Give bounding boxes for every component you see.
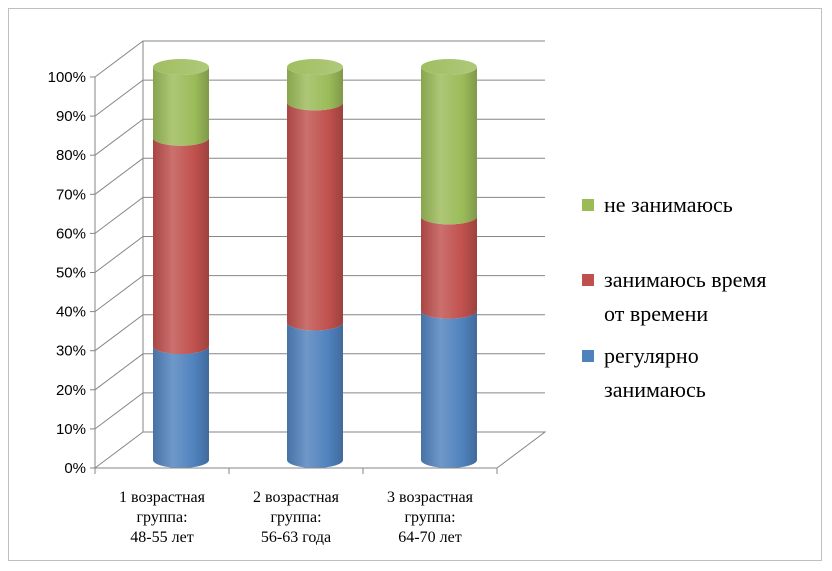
y-axis: 0% 10% 20% 30% 40% 50% 60% 70% 80% 90% 100% [48, 69, 96, 477]
y-tick-label: 0% [64, 460, 86, 477]
gridline [94, 40, 545, 78]
bar-group [153, 59, 209, 468]
bar-segment [153, 346, 209, 468]
floor [94, 431, 547, 469]
x-axis: 1 возрастная группа: 48-55 лет 2 возрастная… [94, 467, 498, 546]
y-tick-label: 80% [56, 147, 86, 164]
bar-segment [421, 67, 477, 225]
legend-label: занимаюсь время от времени [604, 267, 766, 326]
bar-segment [287, 322, 343, 468]
x-tick-label: 2 возрастная группа: 56-63 года [253, 489, 340, 546]
gridline [94, 118, 545, 156]
gridline [94, 275, 545, 313]
y-tick-label: 20% [56, 382, 86, 399]
legend: не занимаюсь занимаюсь время от времени рег… [582, 192, 766, 402]
y-tick-label: 90% [56, 108, 86, 125]
gridline [94, 79, 545, 117]
bar-segment [287, 67, 343, 111]
bar-segment [421, 310, 477, 468]
y-tick-label: 50% [56, 265, 86, 282]
bar-segment [287, 102, 343, 331]
gridline [94, 196, 545, 234]
y-tick-label: 100% [48, 69, 86, 86]
legend-marker [582, 274, 594, 286]
bar-segment [421, 216, 477, 319]
bar-group [421, 59, 477, 468]
legend-marker [582, 199, 594, 211]
bar-group [287, 59, 343, 468]
legend-item: занимаюсь время от времени [582, 267, 766, 326]
bar-segment [153, 137, 209, 355]
legend-item: регулярно занимаюсь [582, 343, 706, 402]
legend-label: не занимаюсь [604, 192, 733, 217]
gridline [94, 157, 545, 195]
gridline [94, 314, 545, 352]
y-tick-label: 10% [56, 421, 86, 438]
gridline [94, 392, 545, 430]
x-tick-label: 1 возрастная группа: 48-55 лет [119, 489, 206, 546]
y-tick-label: 40% [56, 304, 86, 321]
chart-frame [8, 8, 822, 561]
x-tick-label: 3 возрастная группа: 64-70 лет [387, 489, 474, 546]
gridlines [94, 40, 545, 430]
y-tick-label: 60% [56, 225, 86, 242]
bar-top-cap [421, 59, 477, 75]
bar-top-cap [287, 59, 343, 75]
gridline [94, 353, 545, 391]
bar-top-cap [153, 59, 209, 75]
bars [153, 59, 477, 468]
legend-marker [582, 350, 594, 362]
y-tick-label: 30% [56, 343, 86, 360]
bar-segment [153, 67, 209, 146]
legend-item: не занимаюсь [582, 192, 733, 217]
legend-label: регулярно занимаюсь [604, 343, 706, 402]
y-tick-label: 70% [56, 186, 86, 203]
gridline [94, 236, 545, 273]
